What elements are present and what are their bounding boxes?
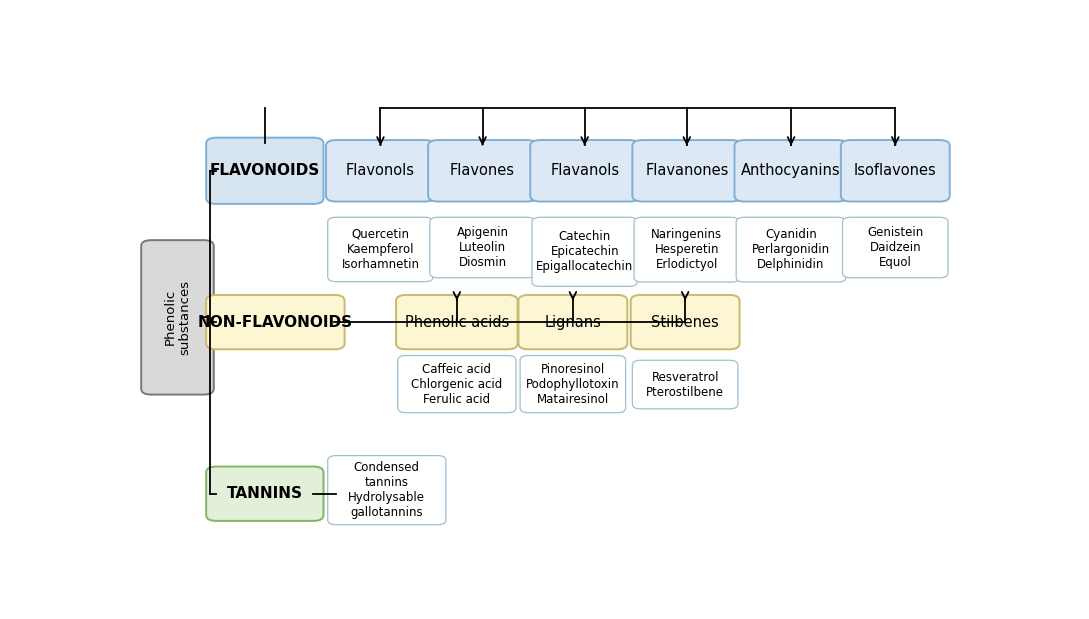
Text: Cyanidin
Perlargonidin
Delphinidin: Cyanidin Perlargonidin Delphinidin bbox=[752, 228, 830, 271]
FancyBboxPatch shape bbox=[397, 355, 516, 413]
FancyBboxPatch shape bbox=[142, 240, 213, 394]
Text: Pinoresinol
Podophyllotoxin
Matairesinol: Pinoresinol Podophyllotoxin Matairesinol bbox=[526, 363, 620, 405]
FancyBboxPatch shape bbox=[428, 140, 537, 202]
FancyBboxPatch shape bbox=[843, 217, 949, 278]
Text: Phenolic acids: Phenolic acids bbox=[405, 314, 509, 330]
Text: Flavones: Flavones bbox=[450, 163, 515, 178]
FancyBboxPatch shape bbox=[634, 217, 739, 282]
FancyBboxPatch shape bbox=[633, 140, 742, 202]
Text: Flavonols: Flavonols bbox=[346, 163, 415, 178]
FancyBboxPatch shape bbox=[521, 355, 626, 413]
Text: Lignans: Lignans bbox=[544, 314, 601, 330]
Text: FLAVONOIDS: FLAVONOIDS bbox=[210, 163, 320, 178]
Text: Phenolic
substances: Phenolic substances bbox=[163, 280, 192, 355]
FancyBboxPatch shape bbox=[206, 467, 323, 521]
FancyBboxPatch shape bbox=[734, 140, 847, 202]
FancyBboxPatch shape bbox=[328, 217, 433, 282]
Text: Quercetin
Kaempferol
Isorhamnetin: Quercetin Kaempferol Isorhamnetin bbox=[342, 228, 419, 271]
Text: Stilbenes: Stilbenes bbox=[651, 314, 719, 330]
Text: Naringenins
Hesperetin
Erlodictyol: Naringenins Hesperetin Erlodictyol bbox=[651, 228, 722, 271]
Text: Apigenin
Luteolin
Diosmin: Apigenin Luteolin Diosmin bbox=[456, 226, 509, 269]
FancyBboxPatch shape bbox=[206, 137, 323, 204]
FancyBboxPatch shape bbox=[530, 140, 639, 202]
FancyBboxPatch shape bbox=[326, 140, 435, 202]
FancyBboxPatch shape bbox=[633, 360, 738, 409]
FancyBboxPatch shape bbox=[328, 456, 445, 525]
FancyBboxPatch shape bbox=[736, 217, 846, 282]
FancyBboxPatch shape bbox=[631, 295, 739, 349]
Text: Flavanols: Flavanols bbox=[550, 163, 620, 178]
FancyBboxPatch shape bbox=[430, 217, 536, 278]
Text: Anthocyanins: Anthocyanins bbox=[742, 163, 841, 178]
FancyBboxPatch shape bbox=[841, 140, 950, 202]
Text: Resveratrol
Pterostilbene: Resveratrol Pterostilbene bbox=[646, 371, 724, 399]
Text: Genistein
Daidzein
Equol: Genistein Daidzein Equol bbox=[867, 226, 923, 269]
Text: Flavanones: Flavanones bbox=[645, 163, 729, 178]
Text: Isoflavones: Isoflavones bbox=[854, 163, 937, 178]
Text: Catechin
Epicatechin
Epigallocatechin: Catechin Epicatechin Epigallocatechin bbox=[536, 230, 634, 274]
FancyBboxPatch shape bbox=[396, 295, 517, 349]
Text: TANNINS: TANNINS bbox=[227, 486, 303, 501]
FancyBboxPatch shape bbox=[518, 295, 627, 349]
Text: Condensed
tannins
Hydrolysable
gallotannins: Condensed tannins Hydrolysable gallotann… bbox=[348, 461, 426, 519]
FancyBboxPatch shape bbox=[531, 217, 637, 287]
Text: NON-FLAVONOIDS: NON-FLAVONOIDS bbox=[198, 314, 353, 330]
Text: Caffeic acid
Chlorgenic acid
Ferulic acid: Caffeic acid Chlorgenic acid Ferulic aci… bbox=[412, 363, 502, 405]
FancyBboxPatch shape bbox=[206, 295, 344, 349]
